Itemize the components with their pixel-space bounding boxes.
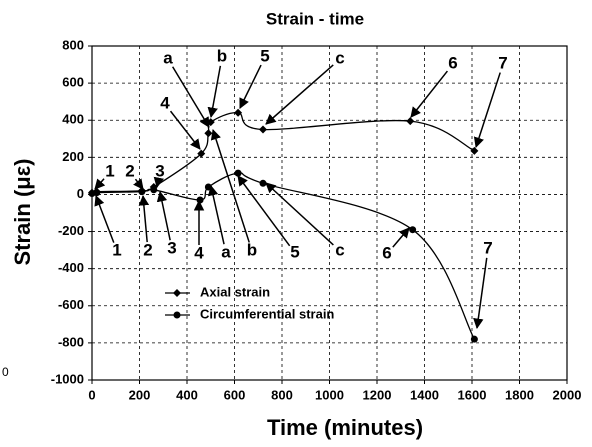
y-tick-label: 800	[62, 37, 84, 52]
data-point	[259, 179, 267, 187]
y-tick-label: 600	[62, 75, 84, 90]
annotation-arrow	[265, 182, 334, 246]
x-tick-label: 1600	[458, 387, 487, 402]
y-axis-label: Strain (με)	[10, 158, 35, 265]
legend-marker	[173, 311, 181, 319]
annotation-arrow	[237, 175, 291, 247]
x-tick-label: 800	[271, 387, 293, 402]
annotation-arrow	[133, 178, 144, 190]
plot-frame	[91, 45, 568, 381]
annotation-arrow	[207, 65, 222, 119]
annotation: 3	[155, 161, 164, 180]
annotation: b	[217, 46, 227, 65]
annotation: c	[335, 48, 344, 67]
annotation: 7	[498, 53, 507, 72]
data-point	[150, 186, 158, 194]
annotation-arrow	[410, 70, 448, 118]
x-tick-label: 400	[176, 387, 198, 402]
annotation: c	[335, 240, 344, 259]
chart-title: Strain - time	[266, 9, 364, 28]
data-point	[470, 146, 479, 155]
annotation-arrow	[94, 178, 106, 190]
annotation: b	[247, 240, 257, 259]
annotation: 5	[290, 242, 299, 261]
legend-label: Axial strain	[200, 284, 270, 299]
x-tick-label: 2000	[553, 387, 582, 402]
annotation-arrow	[239, 64, 262, 109]
data-point	[138, 188, 146, 196]
data-point	[234, 169, 242, 177]
data-point	[197, 149, 206, 158]
annotation-arrow	[172, 66, 210, 128]
annotation: 5	[260, 46, 269, 65]
annotation-arrow	[169, 110, 201, 150]
annotation: 1	[112, 240, 121, 259]
x-axis-label: Time (minutes)	[267, 415, 423, 440]
data-point	[409, 226, 417, 234]
annotation: 4	[194, 243, 204, 262]
y-tick-label: -400	[58, 260, 84, 275]
annotation-arrow	[138, 194, 150, 243]
annotation-arrow	[392, 227, 410, 248]
data-point	[93, 189, 101, 197]
annotation-arrow	[473, 72, 501, 148]
annotation-arrow	[265, 64, 334, 125]
y-tick-label: 400	[62, 112, 84, 127]
annotation: 2	[143, 240, 152, 259]
annotation: 6	[448, 53, 457, 72]
x-tick-label: 1200	[363, 387, 392, 402]
y-tick-label: -800	[58, 334, 84, 349]
data-point	[196, 196, 204, 204]
annotation-arrow	[207, 184, 225, 245]
annotation: 1	[105, 161, 114, 180]
annotation: 7	[483, 238, 492, 257]
x-tick-label: 1000	[315, 387, 344, 402]
annotation-arrow	[473, 257, 488, 330]
x-tick-label: 1800	[505, 387, 534, 402]
annotation: a	[221, 242, 231, 261]
series-line	[90, 112, 475, 194]
annotation: 2	[125, 161, 134, 180]
data-point	[234, 108, 243, 117]
x-tick-label: 600	[224, 387, 246, 402]
annotation-arrow	[153, 176, 165, 189]
data-point	[406, 117, 415, 126]
legend-marker	[173, 289, 181, 297]
y-tick-label: 0	[77, 186, 84, 201]
annotation: 4	[160, 93, 170, 112]
x-tick-label: 0	[88, 387, 95, 402]
annotation-arrow	[156, 190, 171, 241]
annotation: 3	[167, 238, 176, 257]
legend-label: Circumferential strain	[200, 306, 334, 321]
annotation: a	[163, 48, 173, 67]
data-point	[259, 125, 267, 134]
annotation-arrow	[210, 129, 250, 243]
y-tick-label: -200	[58, 223, 84, 238]
data-point	[204, 129, 213, 138]
y-tick-label: -600	[58, 297, 84, 312]
annotation-arrow	[94, 195, 115, 243]
y-tick-label: -1000	[51, 371, 84, 386]
x-tick-label: 200	[129, 387, 151, 402]
annotation: 6	[382, 243, 391, 262]
stray-label: 0	[2, 365, 9, 379]
y-tick-label: 200	[62, 149, 84, 164]
x-tick-label: 1400	[410, 387, 439, 402]
data-point	[470, 335, 478, 343]
